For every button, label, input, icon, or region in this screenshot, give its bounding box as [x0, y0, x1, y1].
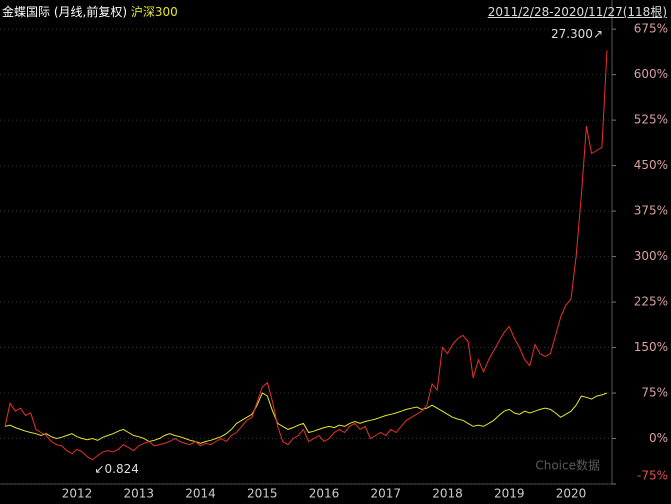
x-tick-label: 2015 [247, 487, 278, 501]
y-tick-label: 225% [634, 295, 668, 309]
x-tick-label: 2012 [62, 487, 93, 501]
subtitle: (月线,前复权) [53, 5, 128, 19]
y-tick-label: 600% [634, 67, 668, 81]
y-tick-label: 0% [649, 431, 668, 445]
x-tick-label: 2020 [556, 487, 587, 501]
legend-entry: 沪深300 [130, 5, 178, 19]
y-tick-label: 75% [641, 386, 668, 400]
series-line [4, 392, 608, 444]
annotation: 27.300↗ [551, 27, 603, 41]
x-tick-label: 2016 [309, 487, 340, 501]
y-tick-label: 525% [634, 113, 668, 127]
y-tick-label: -75% [637, 469, 668, 483]
x-tick-label: 2013 [124, 487, 155, 501]
watermark: Choice数据 [535, 458, 600, 473]
y-tick-label: 150% [634, 340, 668, 354]
x-tick-label: 2019 [494, 487, 525, 501]
x-tick-label: 2017 [370, 487, 401, 501]
x-tick-label: 2014 [185, 487, 216, 501]
legend-entry: 金蝶国际 [2, 5, 51, 19]
y-tick-label: 450% [634, 158, 668, 172]
y-tick-label: 375% [634, 204, 668, 218]
annotation: ↙0.824 [94, 462, 138, 476]
legend: 金蝶国际 (月线,前复权) 沪深300 [2, 3, 178, 20]
y-tick-label: 300% [634, 249, 668, 263]
series-line [4, 50, 608, 461]
x-tick-label: 2018 [432, 487, 463, 501]
date-range: 2011/2/28-2020/11/27(118根) [487, 5, 667, 19]
y-tick-label: 675% [634, 22, 668, 36]
